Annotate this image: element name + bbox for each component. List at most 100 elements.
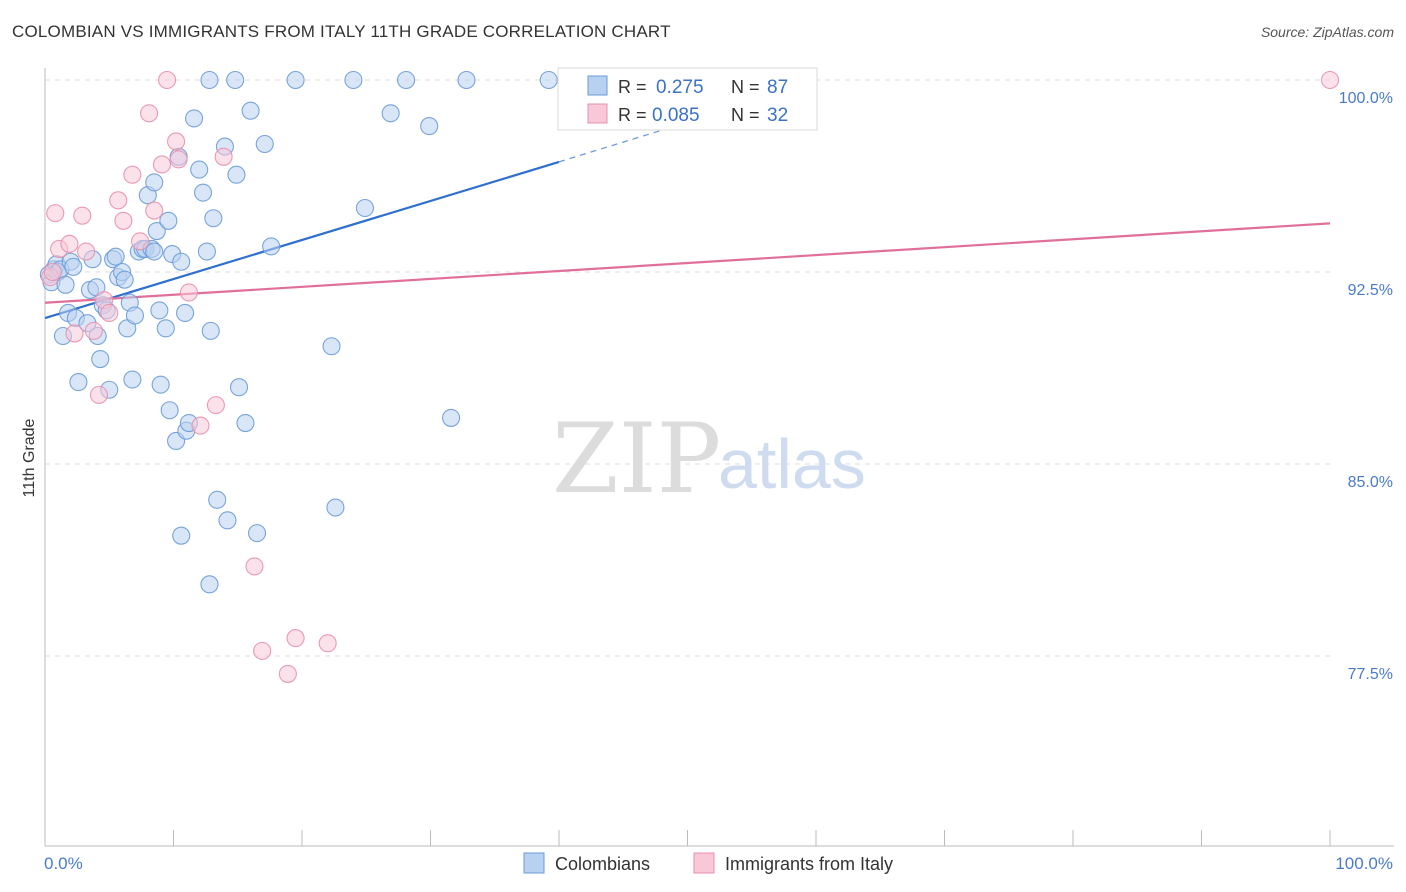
data-point[interactable] (156, 319, 175, 338)
data-point[interactable] (191, 416, 210, 435)
data-point[interactable] (286, 629, 305, 648)
data-point[interactable] (253, 641, 272, 660)
data-point[interactable] (151, 375, 170, 394)
stats-n-value-italy: 32 (767, 105, 788, 126)
data-point[interactable] (355, 198, 375, 218)
data-point[interactable] (114, 211, 133, 230)
data-point[interactable] (278, 664, 297, 683)
data-point[interactable] (69, 373, 88, 392)
data-point[interactable] (145, 173, 164, 192)
data-point[interactable] (123, 370, 142, 389)
data-point[interactable] (169, 150, 188, 169)
data-point[interactable] (194, 183, 213, 202)
data-point[interactable] (247, 524, 267, 543)
data-point[interactable] (326, 498, 345, 517)
data-point[interactable] (46, 204, 65, 223)
data-point[interactable] (226, 70, 245, 90)
legend-label-colombians[interactable]: Colombians (555, 854, 650, 874)
data-point[interactable] (60, 234, 79, 253)
stats-r-value-italy: 0.085 (652, 105, 700, 126)
data-point[interactable] (73, 206, 92, 225)
stats-swatch-italy (587, 103, 608, 124)
stats-swatch-colombians (587, 75, 608, 96)
data-point[interactable] (381, 104, 400, 123)
data-point[interactable] (140, 104, 159, 123)
legend-swatch-italy[interactable] (693, 852, 715, 874)
data-point[interactable] (420, 117, 439, 136)
data-point[interactable] (152, 155, 171, 174)
y-tick-label-0: 100.0% (1339, 90, 1393, 107)
data-point[interactable] (227, 165, 246, 184)
data-point[interactable] (109, 191, 128, 210)
data-point[interactable] (262, 237, 281, 256)
data-point[interactable] (100, 303, 119, 323)
trend-line-italy (44, 222, 1331, 304)
data-point[interactable] (200, 70, 219, 90)
data-point[interactable] (176, 303, 195, 323)
data-point[interactable] (200, 575, 219, 594)
legend-label-italy[interactable]: Immigrants from Italy (725, 854, 893, 874)
data-point[interactable] (179, 283, 198, 302)
data-point[interactable] (208, 490, 227, 509)
data-point[interactable] (255, 134, 274, 154)
y-tick-label-3: 77.5% (1348, 666, 1393, 683)
data-point[interactable] (318, 634, 337, 653)
data-point[interactable] (123, 165, 142, 184)
data-point[interactable] (204, 209, 223, 228)
stats-n-label-colombians: N = (731, 77, 760, 97)
data-point[interactable] (106, 247, 125, 266)
stats-r-label-colombians: R = (618, 77, 647, 97)
data-point[interactable] (115, 270, 134, 289)
data-point[interactable] (397, 70, 416, 90)
data-point[interactable] (158, 70, 177, 90)
data-point[interactable] (172, 252, 191, 271)
data-point[interactable] (190, 160, 209, 179)
data-point[interactable] (131, 232, 150, 251)
chart-source: Source: ZipAtlas.com (1260, 24, 1394, 40)
data-point[interactable] (150, 301, 169, 320)
data-point[interactable] (245, 557, 264, 576)
y-tick-label-2: 85.0% (1348, 474, 1393, 491)
y-tick-labels: 100.0% 92.5% 85.0% 77.5% (1339, 90, 1393, 683)
data-point[interactable] (197, 242, 216, 261)
chart-title: COLOMBIAN VS IMMIGRANTS FROM ITALY 11TH … (12, 22, 671, 41)
data-points (39, 70, 1340, 683)
data-point[interactable] (442, 408, 461, 427)
data-point[interactable] (91, 349, 110, 369)
data-point[interactable] (125, 306, 144, 325)
data-point[interactable] (236, 413, 255, 433)
data-point[interactable] (89, 385, 109, 404)
data-point[interactable] (167, 132, 186, 151)
data-point[interactable] (344, 70, 363, 90)
series-colombians (39, 70, 558, 594)
data-point[interactable] (201, 321, 220, 340)
data-point[interactable] (159, 211, 178, 230)
data-point[interactable] (65, 324, 84, 343)
data-point[interactable] (77, 242, 96, 261)
data-point[interactable] (322, 337, 341, 356)
data-point[interactable] (457, 70, 476, 90)
data-point[interactable] (206, 396, 225, 415)
legend-swatch-colombians[interactable] (523, 852, 545, 874)
trend-line-colombians (44, 160, 560, 320)
data-point[interactable] (214, 147, 233, 166)
data-point[interactable] (145, 242, 164, 261)
data-point[interactable] (64, 257, 83, 276)
data-point[interactable] (1320, 70, 1340, 90)
data-point[interactable] (160, 401, 179, 420)
data-point[interactable] (84, 321, 103, 340)
data-point[interactable] (241, 101, 260, 120)
data-point[interactable] (229, 378, 249, 397)
data-point[interactable] (286, 70, 305, 90)
legend[interactable]: Colombians Immigrants from Italy (523, 852, 893, 874)
data-point[interactable] (218, 511, 237, 530)
data-point[interactable] (539, 70, 558, 90)
data-point[interactable] (56, 275, 75, 294)
data-point[interactable] (185, 109, 204, 128)
x-tick-labels: 0.0% 100.0% (44, 854, 1393, 873)
data-point[interactable] (147, 221, 166, 241)
data-point[interactable] (172, 526, 191, 545)
data-point[interactable] (145, 201, 164, 220)
data-point[interactable] (43, 262, 62, 282)
